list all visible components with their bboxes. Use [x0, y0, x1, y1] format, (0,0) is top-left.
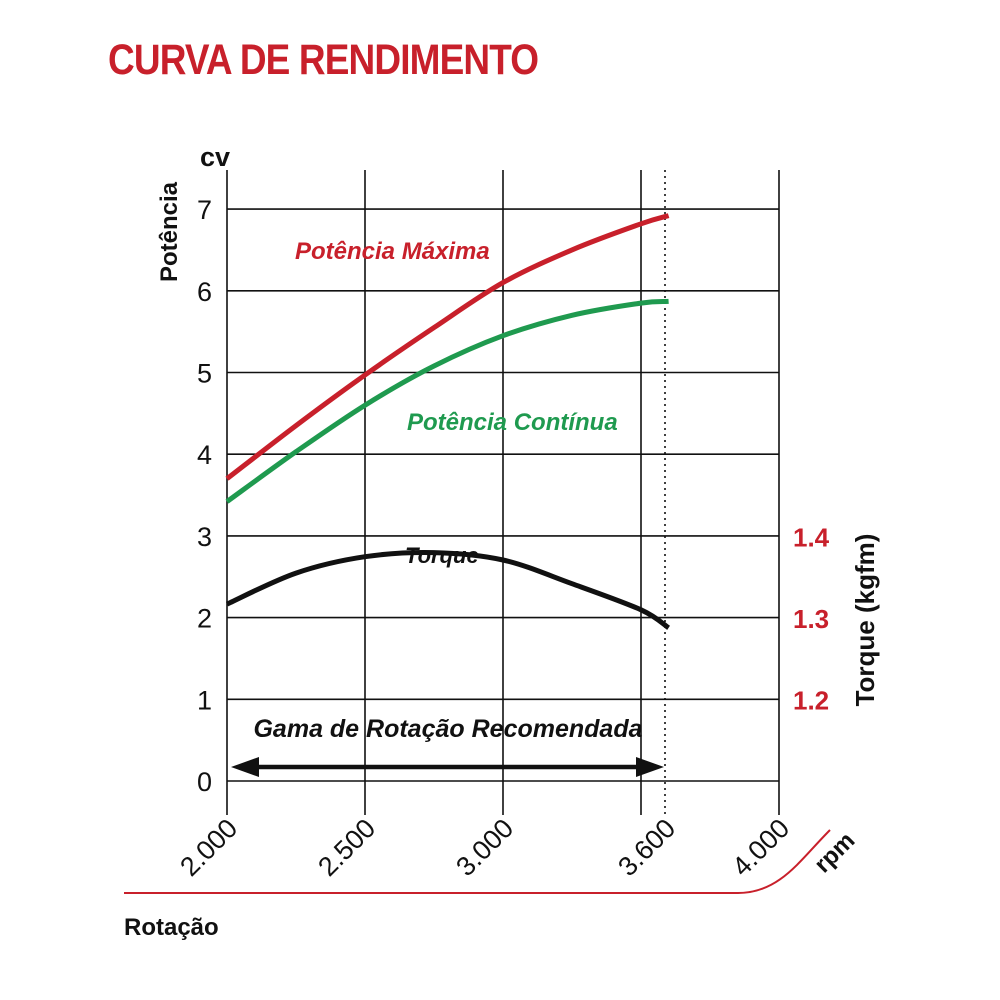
- range-arrow-right-head: [636, 757, 664, 777]
- y-right-tick-label: 1.3: [793, 604, 829, 634]
- range-label: Gama de Rotação Recomendada: [253, 715, 642, 743]
- y-right-title: Torque (kgfm): [850, 534, 880, 707]
- y-left-title: Potência: [156, 181, 183, 282]
- x-tick-label: 2.000: [174, 813, 243, 882]
- rotation-axis-line: [124, 829, 831, 894]
- y-left-tick-label: 4: [197, 440, 212, 470]
- y-right-tick-label: 1.4: [793, 522, 830, 552]
- y-left-tick-label: 0: [197, 767, 212, 797]
- series-potencia-continua: [225, 298, 669, 504]
- y-left-tick-label: 3: [197, 522, 212, 552]
- page-title: CURVA DE RENDIMENTO: [108, 36, 539, 84]
- x-tick-label: 3.000: [450, 813, 519, 882]
- y-left-tick-label: 2: [197, 604, 212, 634]
- label-torque: Torque: [405, 543, 479, 568]
- x-tick-label: 4.000: [726, 813, 795, 882]
- y-left-tick-label: 1: [197, 685, 212, 715]
- y-right-tick-label: 1.2: [793, 686, 829, 716]
- label-potencia-continua: Potência Contínua: [407, 409, 618, 436]
- range-arrow-left-head: [231, 757, 259, 777]
- label-potencia-maxima: Potência Máxima: [295, 238, 490, 265]
- x-axis-title: Rotação: [124, 914, 219, 941]
- series-torque: [225, 549, 671, 630]
- x-tick-label: 3.600: [612, 813, 681, 882]
- series-potencia-maxima: [225, 213, 670, 481]
- y-left-unit: cv: [200, 142, 230, 172]
- x-unit-label: rpm: [809, 827, 860, 878]
- x-tick-label: 2.500: [312, 813, 381, 882]
- y-left-tick-label: 5: [197, 359, 212, 389]
- y-left-tick-label: 6: [197, 277, 212, 307]
- y-left-tick-label: 7: [197, 195, 212, 225]
